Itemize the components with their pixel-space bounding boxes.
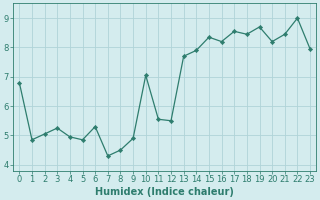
X-axis label: Humidex (Indice chaleur): Humidex (Indice chaleur) [95, 187, 234, 197]
